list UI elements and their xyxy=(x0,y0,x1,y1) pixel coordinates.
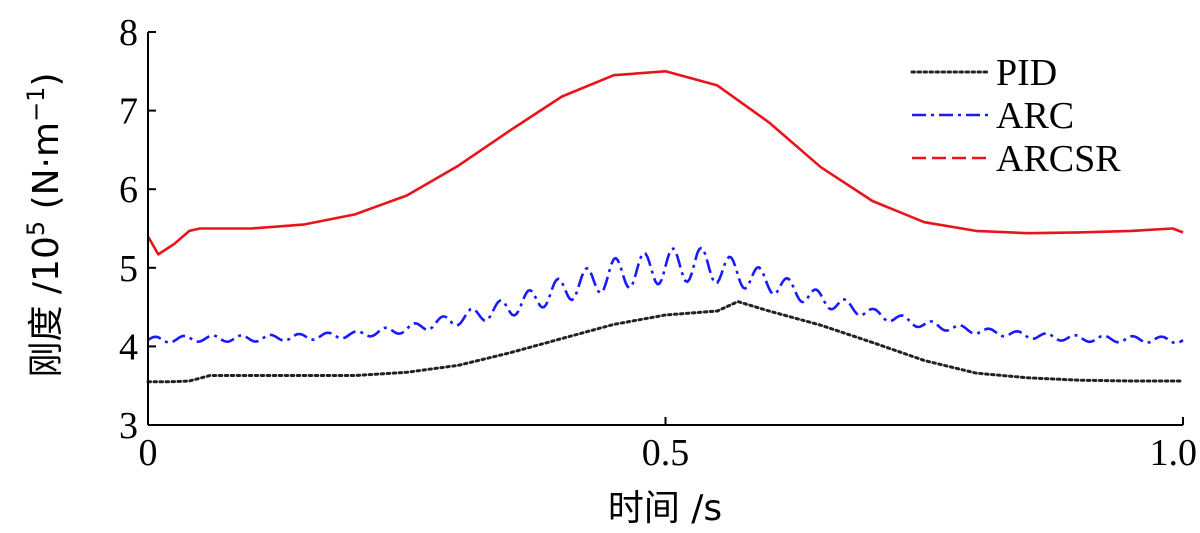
plot-area xyxy=(146,70,1185,384)
axes: 3 4 5 6 7 8 0 0.5 1.0 xyxy=(119,12,1197,474)
y-tick-label: 4 xyxy=(119,326,138,368)
y-axis-label: 刚度 /105 (N·m−1) xyxy=(22,72,67,377)
y-tick-label: 5 xyxy=(119,248,138,290)
y-tick-label: 6 xyxy=(119,169,138,211)
legend-label-arcsr: ARCSR xyxy=(996,138,1121,180)
x-tick-label: 0 xyxy=(139,432,158,474)
y-axis-label-exponent: 5 xyxy=(22,221,50,236)
y-tick-label: 7 xyxy=(119,91,138,133)
y-axis-label-unit-open: (N·m xyxy=(26,122,67,221)
series-line-pid xyxy=(146,300,1185,384)
y-axis-label-unit-exponent: −1 xyxy=(22,87,50,122)
series-line-arcsr xyxy=(146,70,1184,256)
x-axis-label: 时间 /s xyxy=(608,488,722,529)
y-axis-label-unit-close: ) xyxy=(26,72,67,86)
series-line-arc xyxy=(147,246,1184,345)
x-tick-label: 0.5 xyxy=(642,432,690,474)
legend-label-pid: PID xyxy=(996,52,1057,94)
legend-label-arc: ARC xyxy=(996,95,1074,137)
x-tick-label: 1.0 xyxy=(1150,432,1198,474)
y-axis-label-prefix: 刚度 /10 xyxy=(26,236,67,377)
y-tick-label: 3 xyxy=(119,405,138,447)
y-tick-label: 8 xyxy=(119,12,138,54)
